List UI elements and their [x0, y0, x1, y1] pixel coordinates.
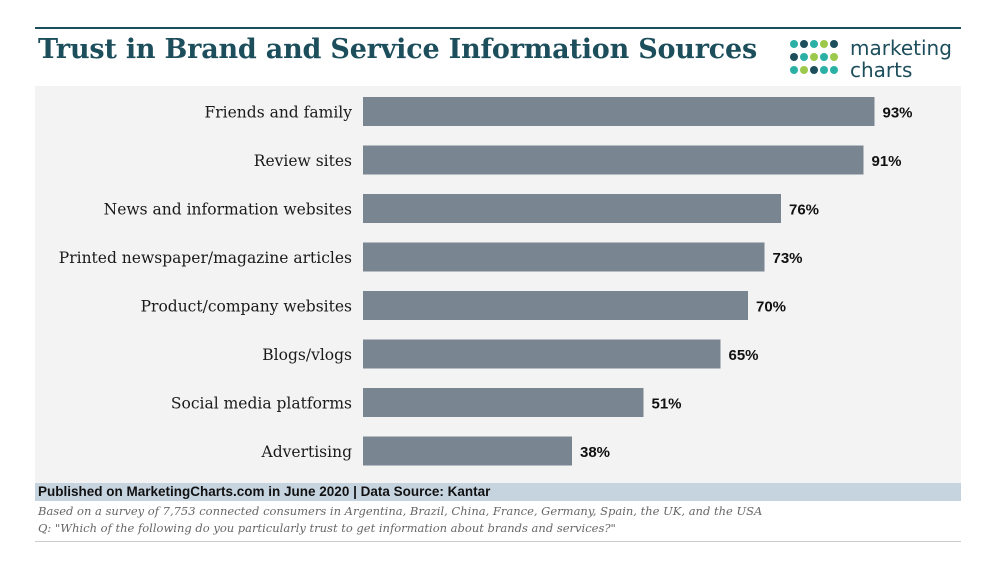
bar — [363, 194, 781, 223]
logo-dots-icon — [790, 38, 842, 82]
value-label: 91% — [872, 153, 902, 170]
category-label: Review sites — [254, 152, 352, 170]
footer-question-note: Q: "Which of the following do you partic… — [38, 521, 616, 535]
value-label: 70% — [756, 299, 786, 316]
bar — [363, 339, 721, 369]
chart-title: Trust in Brand and Service Information S… — [38, 34, 757, 65]
category-label: Printed newspaper/magazine articles — [59, 249, 352, 267]
logo-dot — [790, 40, 798, 48]
bar — [363, 388, 644, 417]
category-label: Blogs/vlogs — [262, 346, 352, 364]
category-label: Social media platforms — [171, 395, 352, 413]
value-label: 51% — [652, 396, 682, 413]
category-label: Product/company websites — [141, 298, 352, 316]
bar — [363, 291, 748, 320]
logo-dot — [790, 53, 798, 61]
top-rule — [35, 27, 961, 29]
category-label: Advertising — [261, 443, 353, 461]
bar — [363, 97, 875, 126]
logo-dot — [800, 40, 808, 48]
logo-dot — [830, 53, 838, 61]
logo-text: marketing charts — [850, 37, 952, 81]
logo-dot — [800, 53, 808, 61]
logo-dot — [820, 53, 828, 61]
category-label: News and information websites — [104, 201, 352, 219]
bar — [363, 145, 864, 175]
logo-dot — [820, 66, 828, 74]
logo-dot — [810, 40, 818, 48]
footer-survey-note: Based on a survey of 7,753 connected con… — [38, 504, 763, 518]
logo-dot — [800, 66, 808, 74]
value-label: 38% — [580, 444, 610, 461]
bottom-rule — [35, 541, 961, 542]
marketingcharts-logo: marketing charts — [790, 37, 965, 84]
logo-line-1: marketing — [850, 36, 952, 60]
value-label: 73% — [773, 250, 803, 267]
value-label: 65% — [729, 347, 759, 364]
logo-dot — [810, 53, 818, 61]
logo-line-2: charts — [850, 58, 913, 82]
logo-dot — [830, 66, 838, 74]
value-label: 93% — [883, 105, 913, 122]
footer-source-text: Published on MarketingCharts.com in June… — [38, 484, 491, 499]
bar — [363, 242, 765, 272]
category-label: Friends and family — [205, 104, 353, 122]
value-label: 76% — [789, 202, 819, 219]
logo-dot — [810, 66, 818, 74]
logo-dot — [790, 66, 798, 74]
bar — [363, 436, 572, 466]
logo-dot — [830, 40, 838, 48]
footer-source-bar — [35, 483, 961, 501]
logo-dot — [820, 40, 828, 48]
